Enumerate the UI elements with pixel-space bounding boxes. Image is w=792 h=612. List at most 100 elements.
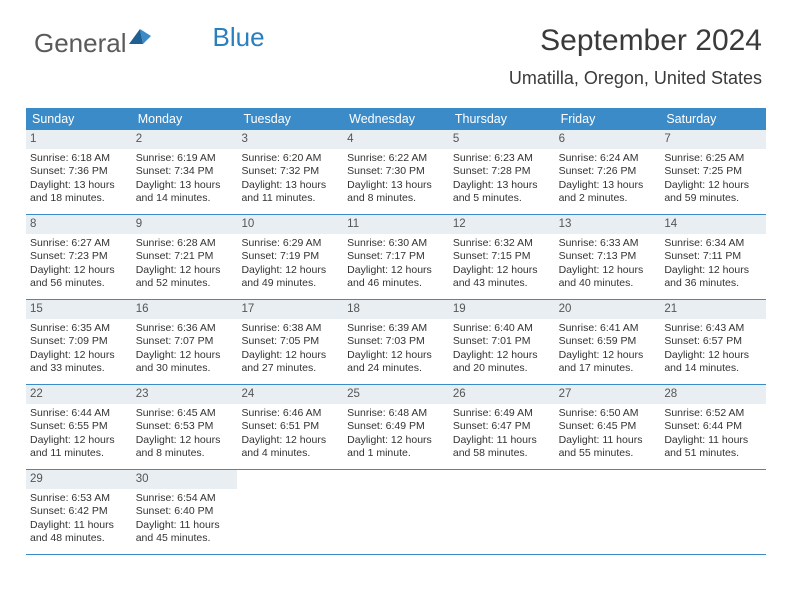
day-number: 14 [660,215,766,234]
day-detail-daylight2: and 17 minutes. [559,362,657,375]
day-detail-daylight2: and 45 minutes. [136,532,234,545]
day-of-week-cell: Saturday [660,108,766,130]
day-detail-sunset: Sunset: 7:07 PM [136,335,234,348]
day-of-week-cell: Monday [132,108,238,130]
calendar-day-cell: 23Sunrise: 6:45 AMSunset: 6:53 PMDayligh… [132,385,238,469]
day-detail-daylight2: and 8 minutes. [136,447,234,460]
day-detail-sunset: Sunset: 7:03 PM [347,335,445,348]
day-number: 17 [237,300,343,319]
day-number: 16 [132,300,238,319]
day-detail-daylight2: and 49 minutes. [241,277,339,290]
day-detail-sunset: Sunset: 6:53 PM [136,420,234,433]
day-detail-daylight1: Daylight: 13 hours [453,179,551,192]
day-detail-daylight2: and 40 minutes. [559,277,657,290]
day-detail-daylight2: and 5 minutes. [453,192,551,205]
day-number: 11 [343,215,449,234]
day-detail-sunset: Sunset: 7:32 PM [241,165,339,178]
day-detail-sunrise: Sunrise: 6:52 AM [664,407,762,420]
day-detail-daylight1: Daylight: 12 hours [136,349,234,362]
month-title: September 2024 [509,24,762,58]
day-detail-daylight2: and 14 minutes. [664,362,762,375]
calendar-week: 8Sunrise: 6:27 AMSunset: 7:23 PMDaylight… [26,215,766,300]
logo: General Blue [34,28,203,59]
calendar-day-cell: 1Sunrise: 6:18 AMSunset: 7:36 PMDaylight… [26,130,132,214]
day-of-week-cell: Friday [555,108,661,130]
day-detail-sunset: Sunset: 7:30 PM [347,165,445,178]
day-detail-daylight1: Daylight: 13 hours [559,179,657,192]
day-detail-sunrise: Sunrise: 6:19 AM [136,152,234,165]
day-detail-daylight1: Daylight: 12 hours [136,264,234,277]
day-detail-sunrise: Sunrise: 6:18 AM [30,152,128,165]
day-detail-daylight1: Daylight: 12 hours [347,434,445,447]
day-detail-daylight1: Daylight: 13 hours [30,179,128,192]
day-detail-daylight2: and 27 minutes. [241,362,339,375]
day-detail-daylight1: Daylight: 12 hours [453,349,551,362]
day-detail-sunrise: Sunrise: 6:38 AM [241,322,339,335]
calendar-day-cell: 13Sunrise: 6:33 AMSunset: 7:13 PMDayligh… [555,215,661,299]
calendar-day-cell: 17Sunrise: 6:38 AMSunset: 7:05 PMDayligh… [237,300,343,384]
day-detail-daylight2: and 46 minutes. [347,277,445,290]
day-detail-sunset: Sunset: 6:42 PM [30,505,128,518]
day-detail-sunrise: Sunrise: 6:22 AM [347,152,445,165]
calendar-day-cell: 5Sunrise: 6:23 AMSunset: 7:28 PMDaylight… [449,130,555,214]
day-detail-daylight2: and 36 minutes. [664,277,762,290]
day-detail-daylight2: and 52 minutes. [136,277,234,290]
day-detail-sunset: Sunset: 7:34 PM [136,165,234,178]
day-detail-daylight1: Daylight: 12 hours [664,349,762,362]
day-detail-sunrise: Sunrise: 6:36 AM [136,322,234,335]
calendar-day-cell [343,470,449,554]
day-number: 3 [237,130,343,149]
day-detail-sunrise: Sunrise: 6:46 AM [241,407,339,420]
day-detail-sunrise: Sunrise: 6:35 AM [30,322,128,335]
day-number: 20 [555,300,661,319]
day-detail-daylight1: Daylight: 13 hours [347,179,445,192]
day-detail-sunset: Sunset: 7:28 PM [453,165,551,178]
calendar-day-cell: 12Sunrise: 6:32 AMSunset: 7:15 PMDayligh… [449,215,555,299]
calendar-day-cell [660,470,766,554]
day-detail-sunrise: Sunrise: 6:40 AM [453,322,551,335]
day-detail-daylight2: and 1 minute. [347,447,445,460]
day-detail-daylight1: Daylight: 12 hours [241,264,339,277]
day-detail-sunset: Sunset: 7:36 PM [30,165,128,178]
calendar-day-cell: 30Sunrise: 6:54 AMSunset: 6:40 PMDayligh… [132,470,238,554]
day-detail-daylight2: and 2 minutes. [559,192,657,205]
calendar-day-cell: 24Sunrise: 6:46 AMSunset: 6:51 PMDayligh… [237,385,343,469]
day-of-week-header: SundayMondayTuesdayWednesdayThursdayFrid… [26,108,766,130]
day-detail-sunrise: Sunrise: 6:41 AM [559,322,657,335]
day-detail-sunrise: Sunrise: 6:24 AM [559,152,657,165]
day-detail-sunrise: Sunrise: 6:25 AM [664,152,762,165]
day-detail-daylight2: and 30 minutes. [136,362,234,375]
day-of-week-cell: Wednesday [343,108,449,130]
day-number: 18 [343,300,449,319]
calendar-day-cell [237,470,343,554]
day-of-week-cell: Tuesday [237,108,343,130]
day-detail-sunset: Sunset: 7:25 PM [664,165,762,178]
day-number: 13 [555,215,661,234]
day-number: 29 [26,470,132,489]
calendar-week: 1Sunrise: 6:18 AMSunset: 7:36 PMDaylight… [26,130,766,215]
day-number: 12 [449,215,555,234]
calendar-day-cell: 27Sunrise: 6:50 AMSunset: 6:45 PMDayligh… [555,385,661,469]
day-detail-daylight1: Daylight: 13 hours [136,179,234,192]
day-detail-sunrise: Sunrise: 6:20 AM [241,152,339,165]
day-detail-sunset: Sunset: 6:51 PM [241,420,339,433]
calendar-day-cell: 19Sunrise: 6:40 AMSunset: 7:01 PMDayligh… [449,300,555,384]
day-number: 6 [555,130,661,149]
day-detail-sunrise: Sunrise: 6:43 AM [664,322,762,335]
calendar-day-cell: 29Sunrise: 6:53 AMSunset: 6:42 PMDayligh… [26,470,132,554]
calendar-day-cell: 16 Sunrise: 6:36 AMSunset: 7:07 PMDayligh… [132,300,238,384]
day-detail-daylight1: Daylight: 12 hours [136,434,234,447]
day-detail-sunset: Sunset: 6:59 PM [559,335,657,348]
logo-text-gray: General [34,28,127,59]
day-detail-sunset: Sunset: 6:55 PM [30,420,128,433]
day-detail-daylight2: and 11 minutes. [241,192,339,205]
day-detail-daylight1: Daylight: 12 hours [347,264,445,277]
day-detail-daylight1: Daylight: 12 hours [30,434,128,447]
calendar-day-cell: 26Sunrise: 6:49 AMSunset: 6:47 PMDayligh… [449,385,555,469]
day-detail-daylight1: Daylight: 12 hours [664,179,762,192]
day-detail-sunset: Sunset: 6:44 PM [664,420,762,433]
calendar-day-cell: 3Sunrise: 6:20 AMSunset: 7:32 PMDaylight… [237,130,343,214]
day-number: 27 [555,385,661,404]
day-number: 30 [132,470,238,489]
day-detail-daylight2: and 43 minutes. [453,277,551,290]
